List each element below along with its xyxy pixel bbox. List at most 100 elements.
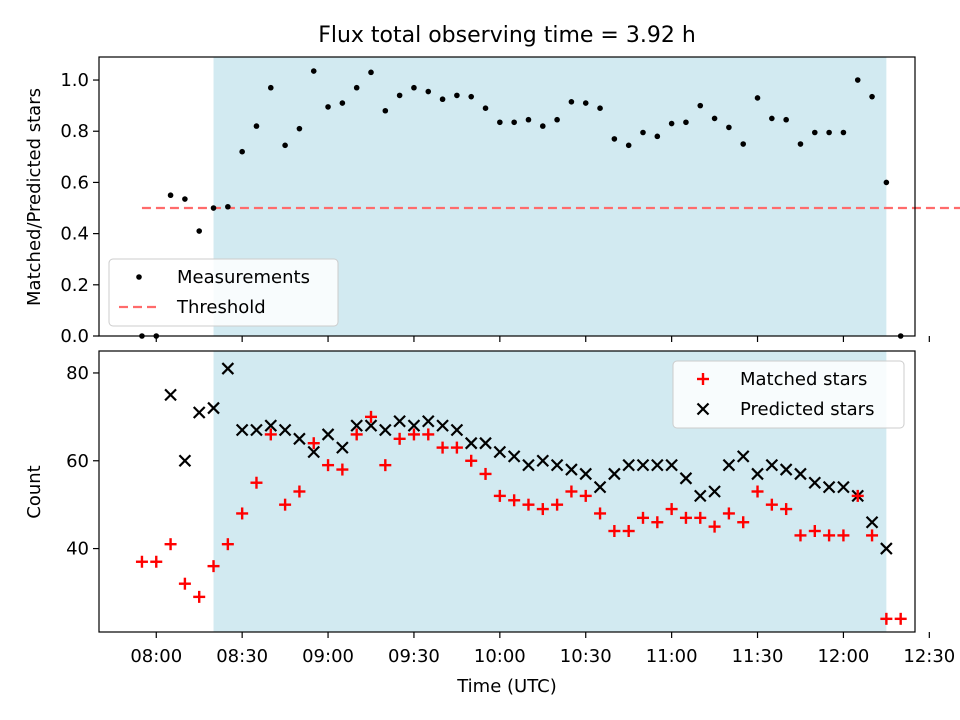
matched-star-point — [178, 577, 191, 590]
matched-star-point — [307, 437, 320, 450]
bottom-legend: Matched stars Predicted stars — [672, 360, 905, 429]
x-tick-label: 10:00 — [474, 646, 526, 667]
predicted-star-point — [622, 458, 635, 472]
measurement-point — [625, 142, 632, 149]
predicted-star-point — [693, 489, 707, 503]
legend-measurements-marker — [136, 274, 142, 280]
top-y-tick-label: 0.2 — [60, 275, 89, 296]
bottom-y-tick-label: 60 — [66, 451, 89, 472]
matched-star-point — [450, 441, 463, 454]
matched-star-point — [264, 428, 277, 441]
measurement-point — [425, 88, 432, 95]
predicted-star-point — [679, 472, 693, 485]
measurement-point — [683, 119, 689, 126]
matched-star-point — [322, 459, 335, 472]
bottom-axes-frame — [98, 350, 916, 633]
measurement-point — [439, 96, 446, 103]
measurement-point — [310, 68, 317, 74]
predicted-star-point — [608, 467, 621, 481]
measurement-point — [854, 77, 861, 83]
predicted-star-point — [651, 458, 664, 472]
predicted-star-point — [307, 445, 321, 459]
matched-star-point — [765, 498, 778, 511]
measurement-point — [697, 102, 704, 109]
predicted-star-point — [450, 423, 464, 437]
predicted-star-point — [293, 432, 306, 446]
top-y-tick-label: 0.4 — [60, 224, 89, 245]
predicted-star-point — [779, 463, 793, 476]
predicted-star-point — [808, 476, 822, 489]
predicted-star-point — [636, 458, 650, 472]
predicted-star-point — [665, 458, 678, 472]
top-axes-frame — [98, 56, 916, 337]
matched-stars-series — [135, 410, 907, 625]
predicted-star-point — [865, 515, 879, 529]
matched-star-point — [336, 463, 349, 476]
x-axis-label: Time (UTC) — [456, 676, 557, 697]
matched-star-point — [708, 520, 721, 533]
matched-star-point — [150, 555, 163, 568]
predicted-star-point — [336, 441, 349, 454]
measurement-point — [411, 84, 417, 91]
matched-star-point — [365, 410, 377, 423]
predicted-star-point — [579, 467, 593, 481]
matched-star-point — [837, 529, 850, 542]
measurement-point — [754, 95, 761, 101]
bottom-y-axis-label: Count — [24, 465, 45, 518]
legend-cross-glyph — [696, 402, 710, 416]
bottom-legend-box — [672, 360, 905, 429]
measurement-point — [811, 129, 818, 136]
predicted-star-point — [708, 485, 721, 498]
legend-matched-marker — [697, 373, 709, 385]
measurement-point — [396, 92, 403, 99]
predicted-star-point — [207, 401, 220, 415]
measurement-point — [740, 141, 747, 147]
matched-star-point — [393, 432, 406, 445]
matched-star-point — [164, 538, 177, 551]
measurements-series — [139, 68, 904, 339]
measurement-point — [196, 228, 203, 234]
x-tick-label: 08:30 — [216, 646, 268, 667]
matched-star-point — [250, 476, 263, 489]
matched-star-point — [551, 498, 564, 511]
predicted-star-point — [722, 458, 736, 472]
top-y-tick-label: 0.8 — [60, 121, 89, 142]
matched-star-point — [780, 503, 793, 516]
matched-star-point — [637, 511, 649, 524]
x-tick-label: 11:00 — [646, 646, 698, 667]
matched-star-point — [565, 485, 578, 498]
measurement-point — [883, 179, 890, 186]
x-tick-label: 12:00 — [817, 646, 869, 667]
predicted-star-point — [393, 414, 406, 428]
predicted-star-point — [350, 419, 363, 432]
top-y-tick-label: 1.0 — [60, 70, 89, 91]
measurement-point — [382, 107, 389, 114]
predicted-star-point — [751, 467, 764, 481]
matched-star-point — [794, 529, 807, 542]
measurement-point — [726, 124, 732, 131]
predicted-star-point — [407, 419, 421, 432]
bottom-y-ticks: 40 60 80 — [66, 363, 99, 560]
x-tick-label: 10:30 — [560, 646, 612, 667]
predicted-star-point — [522, 458, 535, 472]
measurement-point — [711, 115, 718, 122]
predicted-star-point — [479, 436, 492, 450]
matched-star-point — [737, 516, 750, 529]
matched-star-point — [379, 459, 392, 472]
measurement-point — [840, 129, 847, 136]
bottom-y-tick-label: 80 — [66, 363, 89, 384]
measurement-point — [554, 116, 560, 123]
measurement-point — [654, 133, 661, 140]
top-legend: Measurements Threshold — [108, 258, 339, 327]
matched-star-point — [880, 612, 893, 625]
matched-star-point — [279, 498, 292, 511]
measurement-point — [182, 196, 188, 202]
predicted-star-point — [837, 480, 850, 494]
measurement-point — [296, 125, 303, 132]
x-tick-label: 12:30 — [903, 646, 955, 667]
x-tick-label: 08:00 — [130, 646, 182, 667]
matched-star-point — [579, 489, 592, 502]
matched-star-point — [808, 525, 821, 538]
matched-star-point — [722, 507, 735, 520]
predicted-star-point — [250, 423, 263, 437]
